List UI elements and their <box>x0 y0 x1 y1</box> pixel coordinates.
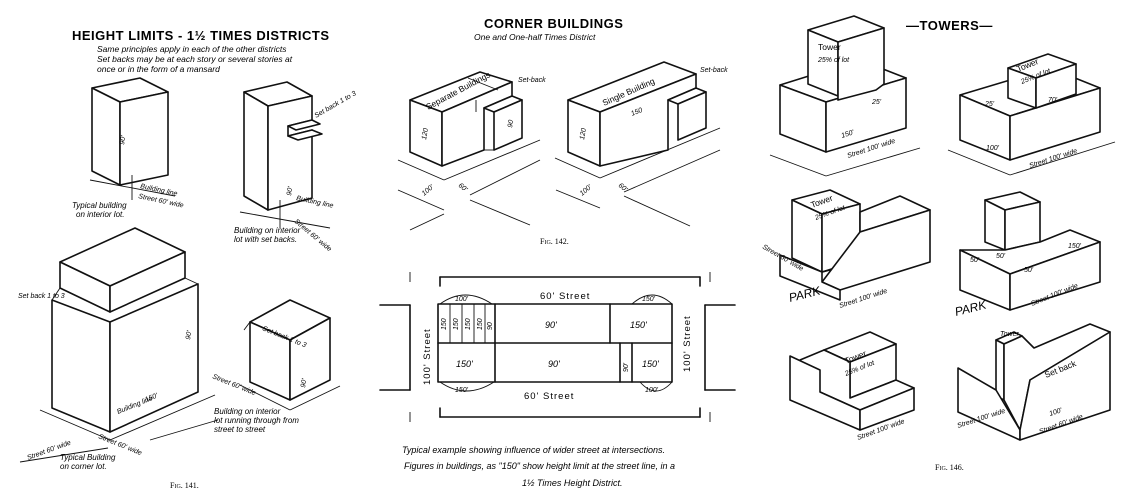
tower-2-dim70: 70' <box>1048 97 1058 104</box>
tower-4-dim50a: 50' <box>996 253 1006 260</box>
cell-bottom-150b: 150' <box>642 359 659 369</box>
plan-caption-1: Typical example showing influence of wid… <box>402 445 665 455</box>
strip-90: 90 <box>487 322 494 330</box>
tower-1-dim150: 150' <box>840 129 855 140</box>
tower-1: Tower 25% of lot 25' 150' Street 100' wi… <box>769 15 921 177</box>
street-60-label: Street 60' wide <box>138 193 185 209</box>
dim-120a: 120 <box>421 128 430 141</box>
panel-146-title: —TOWERS— <box>906 18 993 33</box>
note-corner-2: on corner lot. <box>60 462 107 471</box>
strip-150-1: 150 <box>441 318 448 330</box>
tower-2-dim25: 25' <box>984 101 995 108</box>
panel-corner-buildings: CORNER BUILDINGS One and One-half Times … <box>397 16 728 246</box>
street-top-label: 60' Street <box>540 291 590 302</box>
plan-caption-3: 1½ Times Height District. <box>522 478 622 488</box>
tower-4: 50' 50' 50' 150' Street 100' wide PARK <box>953 191 1101 319</box>
block-plan: 150 150 150 150 90 90' 150' 150' 90' 90'… <box>379 272 736 488</box>
fig-146-label: Fig. 146. <box>935 463 964 472</box>
tower-1-pct: 25% of lot <box>817 57 850 64</box>
street-bottom-label: 60' Street <box>524 391 574 402</box>
panel-141-title: HEIGHT LIMITS - 1½ TIMES DISTRICTS <box>72 28 330 43</box>
strip-150-2: 150 <box>453 318 460 330</box>
set-back-142a: Set-back <box>518 77 546 84</box>
fig-142-label: Fig. 142. <box>540 237 569 246</box>
panel-141-subtitle-3: once or in the form of a mansard <box>97 64 220 74</box>
tower-4-dim50c: 50' <box>970 257 980 264</box>
panel-141-subtitle-2: Set backs may be at each story or severa… <box>97 54 293 64</box>
park-label-2: PARK <box>953 297 988 319</box>
plan-dim-100-top: 100' <box>455 296 469 303</box>
tower-5: Tower 25% of lot Street 100' wide <box>789 331 915 442</box>
street-60-label-b: Street 60' wide <box>293 218 333 253</box>
dim-90: 90' <box>119 134 128 145</box>
panel-towers: —TOWERS— Tower 25% of lot 25' 150' Stree… <box>761 15 1116 472</box>
park-label-1: PARK <box>787 283 822 305</box>
dim-90a: 90 <box>507 119 515 128</box>
dim-60b: 60' <box>617 182 629 194</box>
corner-lot-building: Set back 1 to 3 90' 150' Building line S… <box>18 227 219 471</box>
tower-4-dim150: 150' <box>1068 243 1082 250</box>
street-left-label: 100' Street <box>422 328 433 385</box>
tower-1-label: Tower <box>818 42 841 52</box>
plan-dim-100-bottom: 100' <box>645 387 659 394</box>
dim-90-through: 90' <box>300 377 309 388</box>
through-lot-building: Set back 1 to 3 Street 60' wide 90' Buil… <box>211 299 341 434</box>
tower-2: Tower 25% of lot 25' 70' 100' Street 100… <box>947 53 1116 176</box>
cell-bottom-150: 150' <box>456 359 473 369</box>
dim-90-b: 90' <box>286 185 295 196</box>
tower-4-dim50b: 50' <box>1024 267 1034 274</box>
fig-141-label: Fig. 141. <box>170 481 199 490</box>
setback-building: Set back 1 to 3 90' Building line Street… <box>234 81 358 253</box>
tower-6-dim100: 100' <box>1048 407 1063 418</box>
note-setbacks-2: lot with set backs. <box>234 235 297 244</box>
set-back-142b: Set-back <box>700 67 728 74</box>
tower-6-label: Tower <box>1000 331 1019 338</box>
note-setbacks-1: Building on interior <box>234 226 301 235</box>
note-through-3: street to street <box>214 425 266 434</box>
set-back-label: Set back 1 to 3 <box>314 90 358 119</box>
note-interior-2: on interior lot. <box>76 210 124 219</box>
dim-90-corner: 90' <box>185 329 194 340</box>
dim-150b: 150 <box>630 107 644 118</box>
tower-6: Tower Set back 100' Street 60' wide Stre… <box>956 323 1111 441</box>
panel-142-subtitle: One and One-half Times District <box>474 32 596 42</box>
cell-top-150: 150' <box>630 320 647 330</box>
panel-142-title: CORNER BUILDINGS <box>484 16 623 31</box>
plan-dim-150-bottom: 150' <box>455 387 469 394</box>
note-through-2: lot running through from <box>214 416 299 425</box>
panel-height-limits: HEIGHT LIMITS - 1½ TIMES DISTRICTS Same … <box>18 28 358 490</box>
tower-1-dim25: 25' <box>871 99 882 106</box>
note-corner-1: Typical Building <box>60 453 116 462</box>
separate-buildings: Separate Buildings Set-back 120 90 100' … <box>397 69 546 231</box>
tower-3-street100: Street 100' wide <box>838 288 888 310</box>
street-right-label: 100' Street <box>682 315 693 372</box>
strip-150-3: 150 <box>465 318 472 330</box>
set-back-label-corner: Set back 1 to 3 <box>18 293 65 300</box>
dim-100a: 100' <box>421 183 436 197</box>
cell-top-90: 90' <box>545 320 557 330</box>
dim-150: 150' <box>144 392 159 404</box>
note-interior-1: Typical building <box>72 201 127 210</box>
strip-150-4: 150 <box>477 318 484 330</box>
plan-caption-2: Figures in buildings, as "150" show heig… <box>404 461 675 471</box>
dim-60a: 60' <box>457 182 469 194</box>
panel-141-subtitle-1: Same principles apply in each of the oth… <box>97 44 287 54</box>
interior-lot-building: 90' Building line Street 60' wide Typica… <box>72 77 185 219</box>
cell-bottom-90-strip: 90' <box>623 362 630 372</box>
plan-dim-150-top: 150' <box>642 296 656 303</box>
tower-3: Tower 25% of lot Street 60' wide Street … <box>761 189 931 310</box>
dim-120b: 120 <box>579 128 588 141</box>
cell-bottom-90: 90' <box>548 359 560 369</box>
building-line-label-b: Building line <box>296 195 334 210</box>
dim-100b: 100' <box>579 183 594 197</box>
tower-2-dim100: 100' <box>986 145 1000 152</box>
single-building: Single Building Set-back 120 150 100' 60… <box>554 61 728 227</box>
note-through-1: Building on interior <box>214 407 281 416</box>
